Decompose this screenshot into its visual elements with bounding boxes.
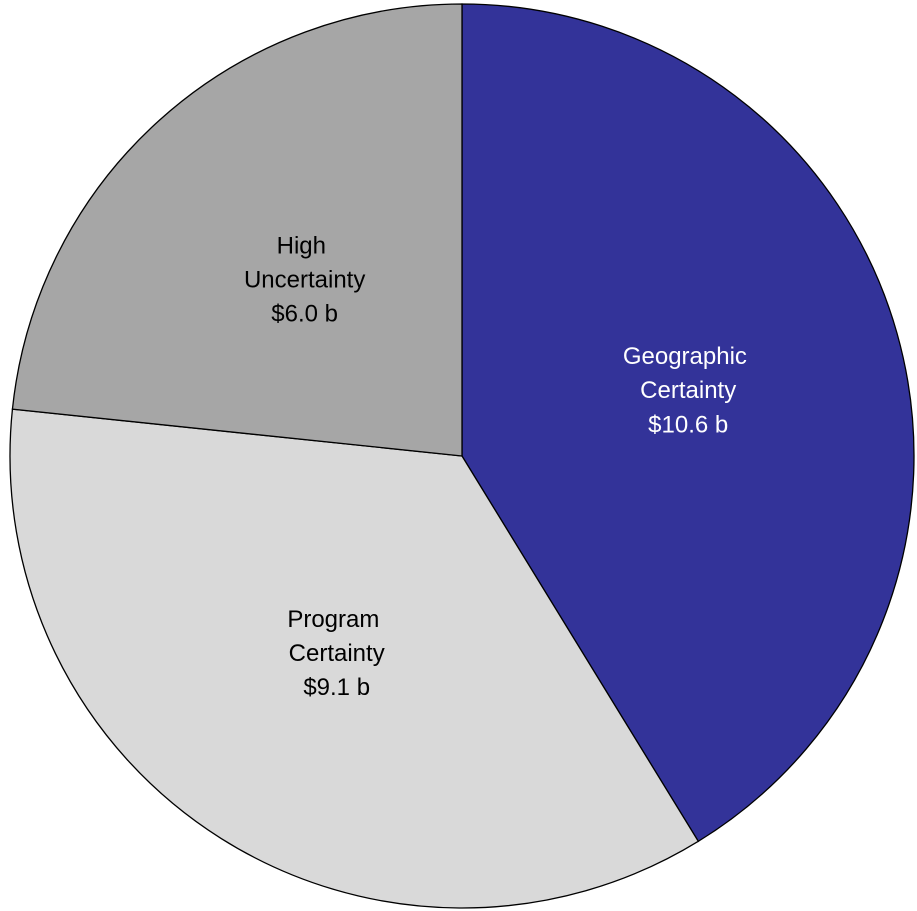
- pie-slice: [461, 3, 915, 843]
- label-line: Certainty: [289, 640, 385, 667]
- label-line: Geographic: [623, 344, 754, 371]
- label-line: Program: [287, 606, 386, 633]
- value-label: $10.6 b: [648, 412, 728, 439]
- label-line: Certainty: [640, 378, 736, 405]
- slice-label: Geographic Certainty: [623, 344, 754, 405]
- pie-slice: [9, 408, 700, 909]
- value-label: $9.1 b: [303, 674, 370, 701]
- pie-slice: [11, 3, 463, 457]
- slice-label: High Uncertainty: [244, 233, 365, 294]
- slice-label: Program Certainty: [287, 606, 386, 667]
- value-label: $6.0 b: [271, 301, 338, 328]
- label-line: High: [277, 233, 333, 260]
- label-line: Uncertainty: [244, 267, 365, 294]
